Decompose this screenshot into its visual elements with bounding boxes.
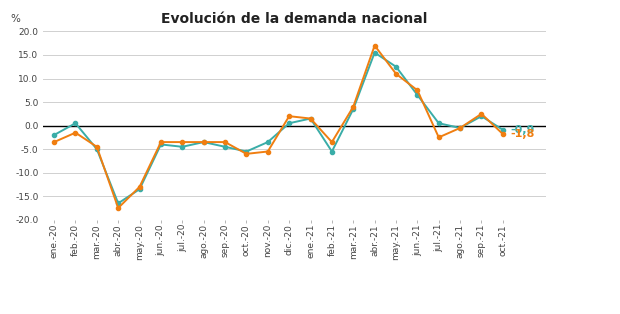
% Demanda corregida <box>221 145 229 149</box>
% Demanda corregida <box>456 126 464 130</box>
% Demanda corregida <box>285 122 293 125</box>
% Demanda bruta <box>50 140 58 144</box>
Text: %: % <box>11 14 20 24</box>
% Demanda corregida <box>93 147 100 151</box>
% Demanda bruta <box>285 114 293 118</box>
% Demanda bruta <box>72 131 79 134</box>
% Demanda bruta <box>350 105 357 109</box>
% Demanda bruta <box>478 112 485 116</box>
% Demanda corregida <box>328 150 335 154</box>
% Demanda corregida <box>157 143 165 146</box>
% Demanda bruta <box>264 150 272 154</box>
% Demanda corregida <box>371 51 378 55</box>
% Demanda bruta <box>328 140 335 144</box>
Title: Evolución de la demanda nacional: Evolución de la demanda nacional <box>161 12 428 26</box>
% Demanda bruta <box>371 44 378 47</box>
% Demanda corregida <box>350 107 357 111</box>
% Demanda bruta <box>136 185 143 189</box>
% Demanda corregida <box>115 202 122 205</box>
Line: % Demanda bruta: % Demanda bruta <box>52 43 505 210</box>
% Demanda corregida <box>179 145 186 149</box>
% Demanda bruta <box>414 89 421 92</box>
% Demanda corregida <box>478 114 485 118</box>
% Demanda corregida <box>435 122 443 125</box>
% Demanda bruta <box>456 126 464 130</box>
% Demanda bruta <box>307 117 314 121</box>
% Demanda bruta <box>179 140 186 144</box>
% Demanda bruta <box>499 132 507 136</box>
% Demanda bruta <box>242 152 250 156</box>
% Demanda corregida <box>499 128 507 132</box>
% Demanda corregida <box>72 122 79 125</box>
% Demanda corregida <box>242 150 250 154</box>
% Demanda bruta <box>221 140 229 144</box>
% Demanda bruta <box>157 140 165 144</box>
% Demanda bruta <box>392 72 400 76</box>
% Demanda corregida <box>50 133 58 137</box>
% Demanda bruta <box>200 140 208 144</box>
% Demanda bruta <box>93 145 100 149</box>
% Demanda corregida <box>307 117 314 121</box>
Line: % Demanda corregida: % Demanda corregida <box>52 51 505 205</box>
% Demanda corregida <box>200 140 208 144</box>
Text: -0,9: -0,9 <box>510 125 534 135</box>
% Demanda corregida <box>414 93 421 97</box>
% Demanda bruta <box>115 206 122 210</box>
% Demanda corregida <box>392 65 400 69</box>
% Demanda bruta <box>435 136 443 139</box>
Text: -1,8: -1,8 <box>510 129 534 139</box>
% Demanda corregida <box>136 187 143 191</box>
% Demanda corregida <box>264 140 272 144</box>
